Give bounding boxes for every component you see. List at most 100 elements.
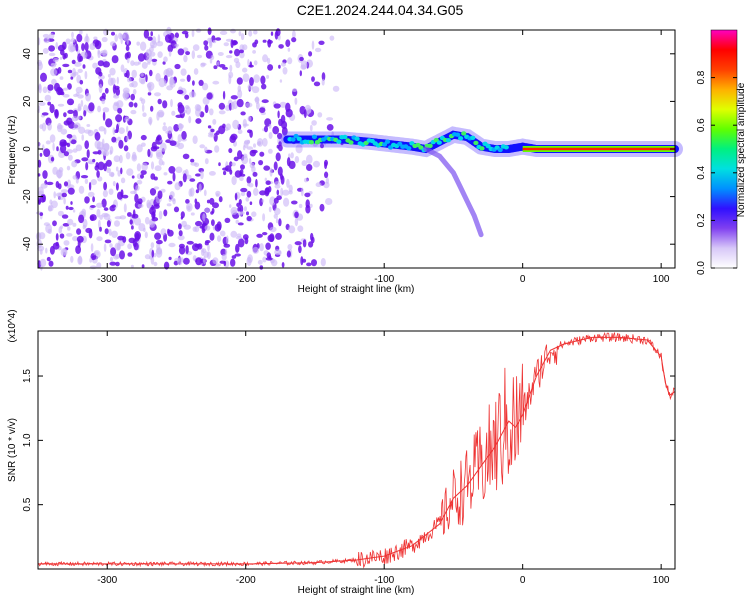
noise-speckle [287,244,293,250]
noise-speckle [133,102,138,108]
noise-speckle [66,142,70,148]
snr-x-label: Height of straight line (km) [298,585,415,596]
noise-speckle [156,135,162,141]
noise-speckle [185,51,191,56]
noise-speckle [124,72,128,78]
noise-speckle [39,249,43,255]
noise-speckle [52,166,58,175]
noise-speckle [116,100,124,109]
noise-speckle [242,67,248,73]
noise-speckle [272,126,280,135]
noise-speckle [120,177,126,184]
noise-speckle [231,255,237,259]
noise-speckle [275,152,281,162]
noise-speckle [240,191,246,197]
snr-series-noise [37,331,675,569]
noise-speckle [269,167,273,177]
noise-speckle [262,232,268,236]
noise-speckle [241,155,249,165]
noise-speckle [157,109,165,118]
noise-speckle [63,52,68,59]
noise-speckle [63,112,67,118]
noise-speckle [193,68,199,75]
signal-blob [293,133,299,139]
noise-speckle [67,187,75,195]
noise-speckle [109,243,113,248]
noise-speckle [52,57,59,63]
noise-speckle [62,94,70,98]
noise-speckle [63,197,66,205]
noise-speckle [218,110,226,115]
noise-speckle [243,206,247,212]
noise-speckle [283,197,290,207]
noise-speckle [242,145,246,151]
noise-speckle [321,78,325,86]
colorbar-label: Normalized spectral amplitude [736,82,747,217]
noise-speckle [46,256,51,262]
noise-speckle [275,218,279,224]
noise-speckle [84,42,89,52]
noise-speckle [209,37,213,47]
noise-speckle [76,228,82,235]
noise-speckle [273,161,278,171]
noise-speckle [168,166,176,174]
noise-speckle [281,62,286,67]
snr-frame [37,330,676,570]
noise-speckle [125,152,131,160]
noise-speckle [209,58,213,64]
noise-speckle [191,50,195,60]
noise-speckle [268,132,273,139]
noise-speckle [126,168,134,176]
noise-speckle [81,208,87,217]
noise-speckle [177,235,185,241]
noise-speckle [131,154,138,162]
noise-speckle [68,43,76,53]
noise-speckle [101,36,108,43]
noise-speckle [47,228,52,234]
noise-speckle [298,203,303,209]
noise-speckle [203,256,206,265]
noise-speckle [67,83,72,90]
noise-speckle [151,58,158,63]
noise-speckle [112,180,116,187]
noise-speckle [163,122,166,126]
noise-speckle [136,144,143,153]
noise-speckle [97,161,105,171]
noise-speckle [305,204,311,214]
noise-speckle [101,198,107,208]
noise-speckle [90,179,97,186]
noise-speckle [169,69,174,76]
noise-speckle [168,50,172,57]
noise-speckle [297,225,304,232]
noise-speckle [70,38,76,43]
noise-speckle [162,61,166,65]
noise-speckle [207,125,212,129]
colorbar-tick-label: 0.6 [696,118,707,132]
noise-speckle [126,212,132,217]
noise-speckle [79,79,84,85]
noise-speckle [48,52,56,57]
noise-speckle [212,257,219,265]
noise-speckle [265,242,271,250]
noise-speckle [84,196,90,204]
noise-speckle [96,262,102,269]
noise-speckle [72,67,76,77]
noise-speckle [156,41,164,47]
signal-blob [348,140,354,145]
noise-speckle [262,213,266,222]
noise-speckle [292,88,298,92]
noise-speckle [48,45,55,52]
noise-speckle [169,76,174,86]
noise-speckle [157,34,161,44]
noise-speckle [185,199,190,204]
noise-speckle [269,226,277,233]
noise-speckle [298,245,302,254]
noise-speckle [133,61,140,66]
noise-speckle [269,196,276,206]
noise-speckle [205,240,211,244]
noise-speckle [248,158,252,165]
noise-speckle [162,161,165,166]
noise-speckle [301,160,308,167]
signal-blob [406,146,412,151]
